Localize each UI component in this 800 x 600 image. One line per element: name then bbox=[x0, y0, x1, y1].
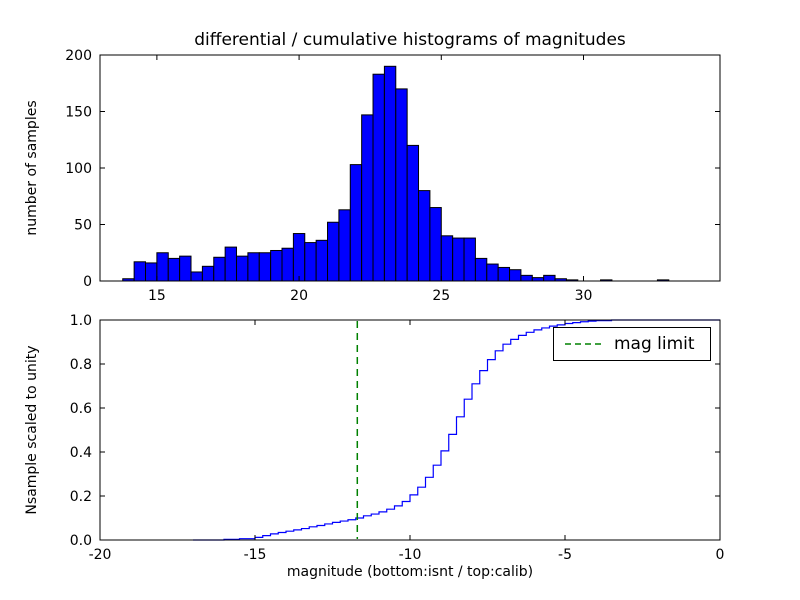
histogram-bar bbox=[543, 274, 556, 282]
histogram-bar bbox=[213, 256, 226, 282]
y-tick-label: 50 bbox=[74, 218, 92, 234]
histogram-bar bbox=[338, 209, 351, 282]
histogram-bar bbox=[406, 144, 420, 282]
histogram-bar bbox=[520, 274, 533, 282]
y-tick-label: 0 bbox=[83, 274, 92, 290]
histogram-bar bbox=[201, 265, 215, 282]
x-tick-label: 25 bbox=[432, 288, 450, 304]
bottom-xlabel: magnitude (bottom:isnt / top:calib) bbox=[286, 564, 534, 580]
legend-label: mag limit bbox=[614, 334, 695, 354]
histogram-bar bbox=[440, 235, 454, 282]
histogram-bar bbox=[383, 65, 397, 282]
y-tick-label: 0.0 bbox=[70, 533, 92, 549]
histogram-bar bbox=[133, 261, 147, 282]
histogram-bar bbox=[315, 239, 329, 282]
differential-histogram: 15 20 25 30 0 50 100 150 200 bbox=[65, 48, 721, 304]
y-tick-label: 1.0 bbox=[70, 313, 92, 329]
histogram-bar bbox=[179, 255, 192, 282]
histogram-bar bbox=[463, 237, 476, 282]
histogram-bar bbox=[145, 262, 158, 282]
histogram-bar bbox=[395, 88, 408, 282]
histogram-bar bbox=[247, 252, 260, 282]
x-tick-label: 30 bbox=[575, 288, 593, 304]
histogram-bar bbox=[292, 233, 306, 282]
histogram-bar bbox=[418, 190, 431, 282]
y-tick-label: 0.4 bbox=[70, 445, 92, 461]
x-tick-label: 0 bbox=[716, 547, 725, 563]
histogram-bar bbox=[156, 252, 169, 282]
histogram-bar bbox=[327, 221, 340, 282]
chart-title: differential / cumulative histograms of … bbox=[194, 30, 626, 50]
histogram-bar bbox=[281, 247, 294, 282]
histogram-bar bbox=[304, 242, 317, 282]
y-tick-label: 150 bbox=[65, 105, 92, 121]
cumulative-histogram: -20 -15 -10 -5 0 0.0 0.2 0.4 0.6 0.8 1.0 bbox=[70, 313, 725, 563]
x-tick-label: -20 bbox=[89, 547, 112, 563]
histogram-bar bbox=[509, 269, 522, 282]
histogram-bar bbox=[361, 114, 374, 282]
legend: mag limit bbox=[553, 327, 711, 361]
y-tick-label: 0.6 bbox=[70, 401, 92, 417]
histogram-bar bbox=[190, 271, 203, 282]
histogram-bar bbox=[372, 73, 385, 282]
y-tick-label: 200 bbox=[65, 48, 92, 64]
y-tick-label: 0.2 bbox=[70, 489, 92, 505]
histogram-bar bbox=[167, 257, 181, 282]
y-tick-label: 100 bbox=[65, 161, 92, 177]
x-tick-label: -15 bbox=[244, 547, 267, 563]
histogram-bar bbox=[497, 266, 511, 282]
histogram-bar bbox=[474, 257, 488, 282]
histogram-bar bbox=[349, 164, 363, 282]
legend-dashed-line-icon bbox=[565, 343, 603, 345]
x-tick-label: 20 bbox=[290, 288, 308, 304]
histogram-bar bbox=[224, 246, 238, 282]
histogram-bar bbox=[531, 277, 545, 282]
y-tick-label: 0.8 bbox=[70, 357, 92, 373]
histogram-bar bbox=[486, 263, 499, 282]
x-tick-label: -10 bbox=[399, 547, 422, 563]
histogram-bar bbox=[270, 249, 283, 282]
cumulative-step-line bbox=[193, 319, 720, 541]
x-tick-label: -5 bbox=[558, 547, 572, 563]
x-tick-label: 15 bbox=[148, 288, 166, 304]
histogram-bar bbox=[429, 207, 442, 282]
histogram-bar bbox=[236, 255, 249, 282]
histogram-bar bbox=[258, 252, 272, 282]
histogram-bar bbox=[452, 237, 465, 282]
